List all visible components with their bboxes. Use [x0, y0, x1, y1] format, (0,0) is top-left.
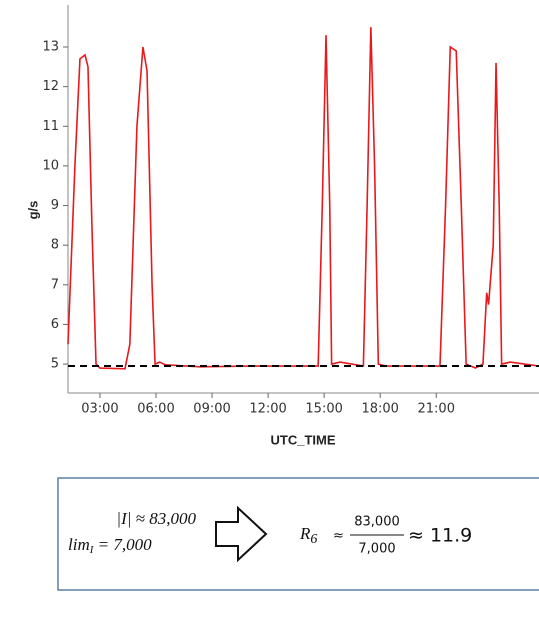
y-tick-label: 6 — [51, 317, 59, 332]
formula-box: |I| ≈ 83,000 limI = 7,000 R6 ≈ 83,000 7,… — [57, 477, 539, 591]
denominator: 7,000 — [358, 542, 395, 557]
result-symbol: R6 — [299, 524, 317, 547]
y-tick-label: 10 — [42, 158, 59, 173]
x-tick-label: 18:00 — [361, 402, 398, 417]
y-tick-label: 7 — [51, 277, 59, 292]
y-tick-label: 5 — [51, 357, 59, 372]
text: = 7,000 — [93, 535, 152, 554]
x-tick-label: 21:00 — [418, 402, 455, 417]
text: lim — [68, 535, 90, 554]
y-tick-label: 8 — [51, 238, 59, 253]
data-line — [67, 27, 539, 370]
y-axis-title: g/s — [25, 201, 40, 220]
y-tick-label: 9 — [51, 198, 59, 213]
subscript: I — [89, 544, 95, 556]
formula-line: limI = 7,000 — [68, 535, 152, 556]
x-axis-title: UTC_TIME — [271, 432, 336, 447]
formula-line: |I| ≈ 83,000 — [116, 509, 196, 528]
arrow — [215, 505, 268, 563]
subscript: 6 — [310, 532, 317, 547]
x-tick-label: 15:00 — [305, 402, 342, 417]
box — [57, 477, 539, 591]
y-tick-label: 12 — [42, 79, 59, 94]
x-tick-label: 03:00 — [81, 402, 118, 417]
approx: ≈ — [333, 529, 344, 544]
y-tick-label: 13 — [42, 40, 59, 55]
text: R — [299, 524, 311, 543]
x-tick-label: 12:00 — [249, 402, 286, 417]
numerator: 83,000 — [354, 515, 400, 530]
y-tick-label: 11 — [42, 119, 59, 134]
x-tick-label: 09:00 — [193, 402, 230, 417]
result: ≈ 11.9 — [408, 525, 472, 547]
x-tick-label: 06:00 — [137, 402, 174, 417]
